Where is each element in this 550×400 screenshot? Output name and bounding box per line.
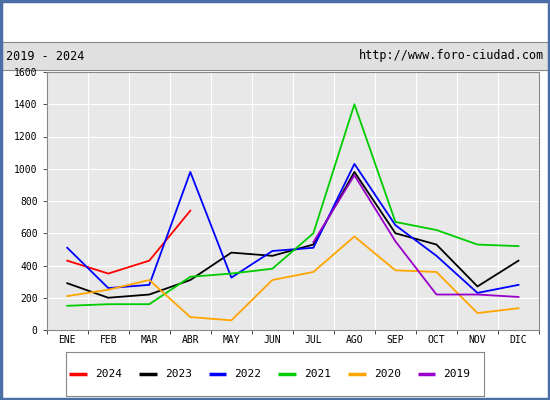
Text: 2020: 2020	[374, 369, 401, 379]
Text: 2023: 2023	[165, 369, 192, 379]
Text: 2024: 2024	[95, 369, 122, 379]
Text: 2021: 2021	[304, 369, 331, 379]
Text: 2019 - 2024: 2019 - 2024	[6, 50, 84, 62]
Text: http://www.foro-ciudad.com: http://www.foro-ciudad.com	[359, 50, 544, 62]
Text: 2022: 2022	[235, 369, 262, 379]
Text: Evolucion Nº Turistas Nacionales en el municipio de Alloza: Evolucion Nº Turistas Nacionales en el m…	[32, 14, 518, 28]
Text: 2019: 2019	[444, 369, 471, 379]
